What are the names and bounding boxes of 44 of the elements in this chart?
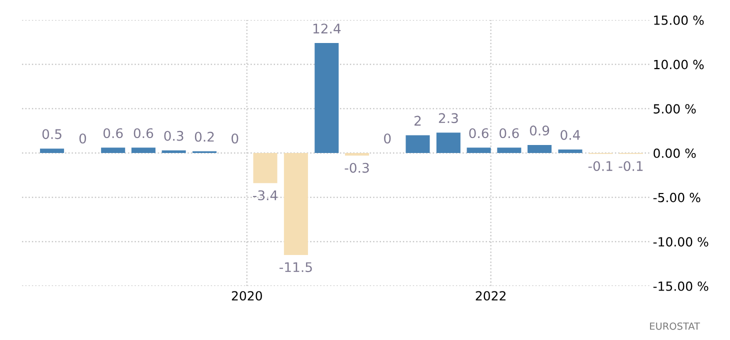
y-tick-label: 15.00 % [654,15,704,25]
bar [528,145,552,153]
data-label: 2.3 [438,113,458,124]
bar [131,148,156,153]
text: EUROSTAT [650,322,700,330]
bar [314,43,339,153]
bar [284,153,308,255]
data-label: 2 [414,116,421,126]
data-label: 12.4 [313,24,341,34]
data-label: 0.6 [469,128,488,138]
y-tick-label: -5.00 % [653,192,700,202]
bar [558,149,582,153]
data-label: 0 [384,134,391,144]
y-tick-label: -10.00 % [653,237,708,247]
data-label: 0.6 [500,128,519,138]
data-label: 0.9 [530,126,550,136]
bar [406,135,430,153]
bar [253,153,278,184]
data-label: 0.3 [164,130,184,141]
data-label: 0 [232,134,238,144]
bar [40,148,64,153]
data-label: 0.2 [194,132,214,142]
data-label: 0.5 [42,129,62,140]
bar [466,148,491,153]
data-label: 0.6 [134,128,154,138]
data-label: 0.6 [103,128,123,138]
y-tick-label: 5.00 % [654,104,696,114]
bar [101,148,126,153]
bar [345,153,370,156]
y-tick-label: 10.00 % [654,60,704,70]
data-label: -3.4 [253,190,278,200]
data-label: 0 [79,134,86,144]
bar [162,150,186,153]
data-label: -0.3 [344,162,369,173]
y-tick-label: -15.00 % [653,281,708,291]
data-label: -0.1 [588,161,612,172]
bar [436,132,460,153]
x-tick-label: 2022 [476,291,506,301]
x-tick-label: 2020 [232,291,262,301]
bar [497,148,522,153]
data-label: 0.4 [560,130,580,140]
data-label: -0.1 [618,161,643,172]
data-label: -11.5 [280,262,312,272]
y-tick-label: 0.00 % [654,148,696,158]
